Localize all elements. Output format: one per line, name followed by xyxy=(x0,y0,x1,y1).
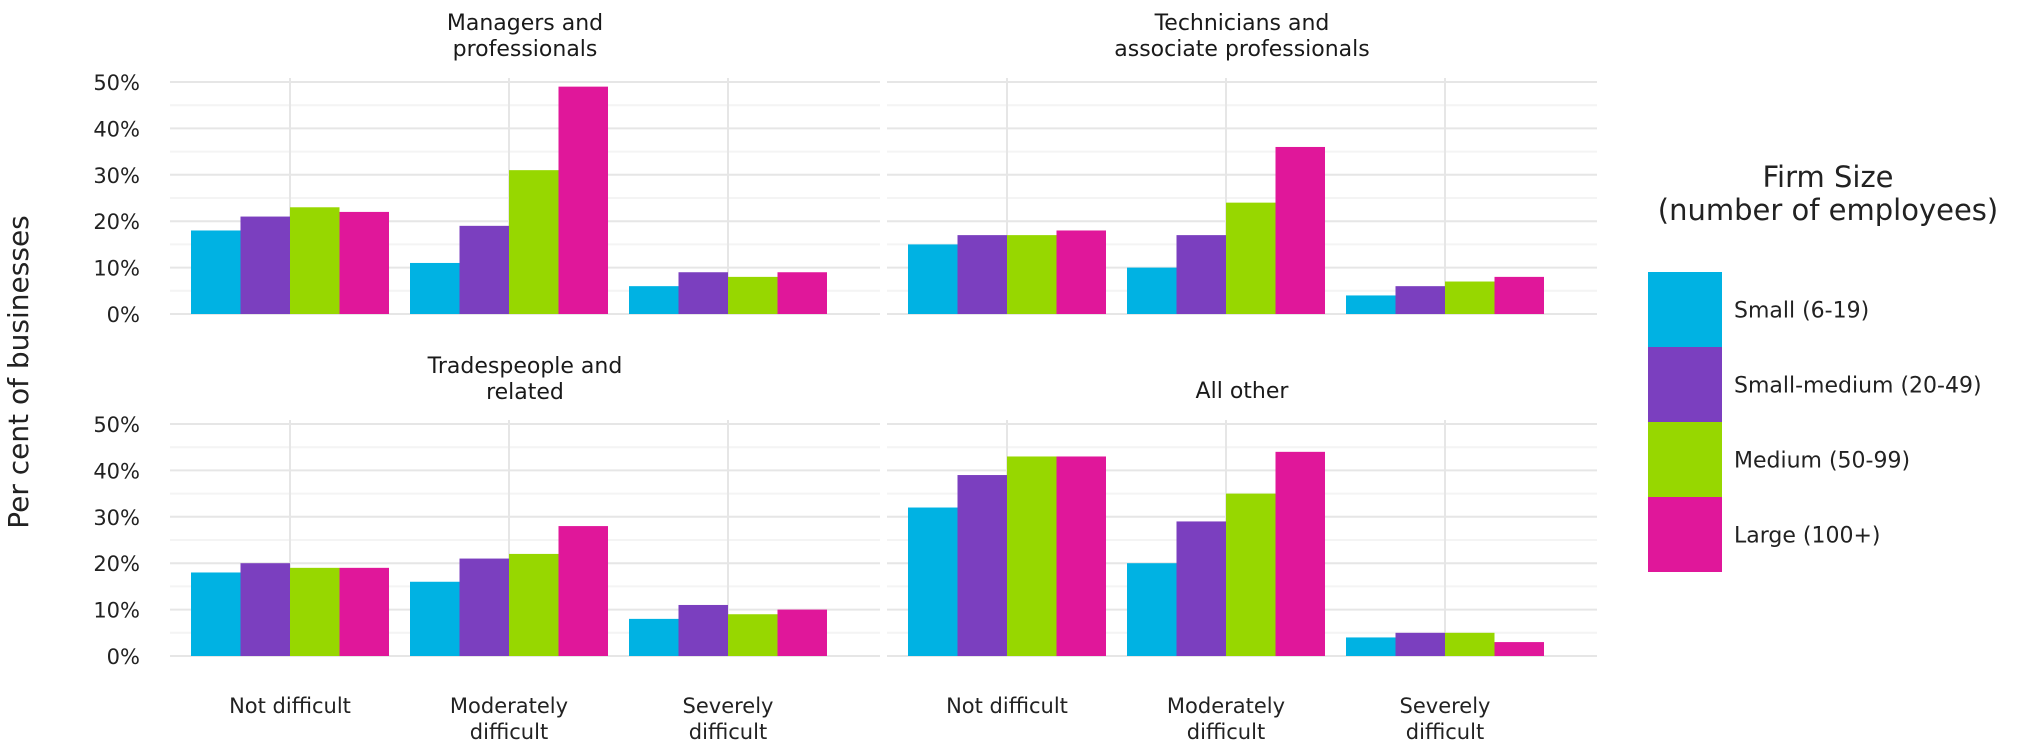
bar xyxy=(339,567,389,656)
bar xyxy=(290,207,340,314)
bar xyxy=(459,225,509,314)
bar xyxy=(1346,637,1396,656)
bar xyxy=(290,567,340,656)
bar xyxy=(1226,493,1276,656)
bar xyxy=(1445,632,1495,656)
bar xyxy=(908,507,958,656)
bar xyxy=(957,475,1007,656)
bar xyxy=(777,272,827,314)
x-tick-label: Moderately difficult xyxy=(1167,694,1285,744)
bar xyxy=(1494,276,1544,314)
bar xyxy=(509,553,559,656)
legend-label: Medium (50-99) xyxy=(1734,449,1910,474)
bar xyxy=(957,235,1007,314)
x-tick-label: Severely difficult xyxy=(1400,694,1491,744)
bar xyxy=(1056,230,1106,314)
bar xyxy=(1445,281,1495,314)
bar xyxy=(1176,521,1226,656)
y-tick-label: 30% xyxy=(93,506,140,530)
legend-swatch xyxy=(1648,347,1722,422)
bar xyxy=(1007,235,1057,314)
bar xyxy=(1275,451,1325,656)
facet-title: Managers and professionals xyxy=(447,11,603,62)
bar xyxy=(1226,202,1276,314)
bar xyxy=(908,244,958,314)
y-tick-label: 10% xyxy=(93,257,140,281)
facet-title: Tradespeople and related xyxy=(427,354,623,405)
legend-item: Medium (50-99) xyxy=(1648,422,1910,497)
bar xyxy=(410,262,460,314)
bar xyxy=(678,272,728,314)
facet-title: Technicians and associate professionals xyxy=(1114,11,1369,62)
bar xyxy=(509,170,559,314)
legend-swatch xyxy=(1648,497,1722,572)
facet-panels: Managers and professionals 0% 10% 20% 30% 40% 5… xyxy=(93,11,1597,744)
y-tick-label: 40% xyxy=(93,459,140,483)
facet-panel: All other Not difficult Moderately difficul… xyxy=(887,379,1597,744)
bar xyxy=(558,526,608,656)
y-tick-label: 0% xyxy=(107,645,140,669)
bar xyxy=(459,558,509,656)
bar xyxy=(558,86,608,314)
y-tick-label: 20% xyxy=(93,210,140,234)
bar xyxy=(728,276,778,314)
x-tick-label: Moderately difficult xyxy=(450,694,568,744)
bar xyxy=(1127,563,1177,656)
bar xyxy=(1395,286,1445,314)
x-tick-label: Severely difficult xyxy=(683,694,774,744)
bar xyxy=(777,609,827,656)
facet-panel: Tradespeople and related 0% 10% 20% 30% 40% 50%… xyxy=(93,354,880,744)
bar xyxy=(1056,456,1106,656)
bar xyxy=(678,604,728,656)
facet-panel: Managers and professionals 0% 10% 20% 30% 40% 5… xyxy=(93,11,880,327)
x-tick-label: Not difficult xyxy=(946,694,1068,718)
bar xyxy=(240,563,290,656)
y-tick-label: 20% xyxy=(93,552,140,576)
legend-label: Large (100+) xyxy=(1734,524,1880,549)
y-axis-title: Per cent of businesses xyxy=(2,215,35,529)
legend-item: Large (100+) xyxy=(1648,497,1880,572)
bar xyxy=(629,286,679,314)
bar xyxy=(629,618,679,656)
bar xyxy=(240,216,290,314)
bar xyxy=(1395,632,1445,656)
bar xyxy=(728,614,778,656)
y-tick-label: 30% xyxy=(93,164,140,188)
facet-title: All other xyxy=(1196,379,1290,404)
x-tick-label: Not difficult xyxy=(229,694,351,718)
bar xyxy=(191,572,241,656)
legend-label: Small (6-19) xyxy=(1734,299,1869,324)
legend-label: Small-medium (20-49) xyxy=(1734,374,1982,399)
bar xyxy=(1176,235,1226,314)
bar xyxy=(1275,146,1325,314)
bar xyxy=(410,581,460,656)
y-tick-label: 10% xyxy=(93,599,140,623)
bar xyxy=(1346,295,1396,314)
bar xyxy=(1494,642,1544,656)
facet-panel: Technicians and associate professionals xyxy=(887,11,1597,315)
legend-swatch xyxy=(1648,422,1722,497)
y-tick-label: 40% xyxy=(93,117,140,141)
legend-swatch xyxy=(1648,272,1722,347)
y-tick-label: 50% xyxy=(93,413,140,437)
bar xyxy=(339,211,389,314)
legend: Firm Size (number of employees) Small (6-1… xyxy=(1648,160,1998,572)
legend-item: Small-medium (20-49) xyxy=(1648,347,1982,422)
y-tick-label: 50% xyxy=(93,71,140,95)
legend-title: Firm Size (number of employees) xyxy=(1658,160,1998,227)
bar xyxy=(191,230,241,314)
legend-item: Small (6-19) xyxy=(1648,272,1869,347)
bar xyxy=(1007,456,1057,656)
bar xyxy=(1127,267,1177,314)
y-tick-label: 0% xyxy=(107,303,140,327)
